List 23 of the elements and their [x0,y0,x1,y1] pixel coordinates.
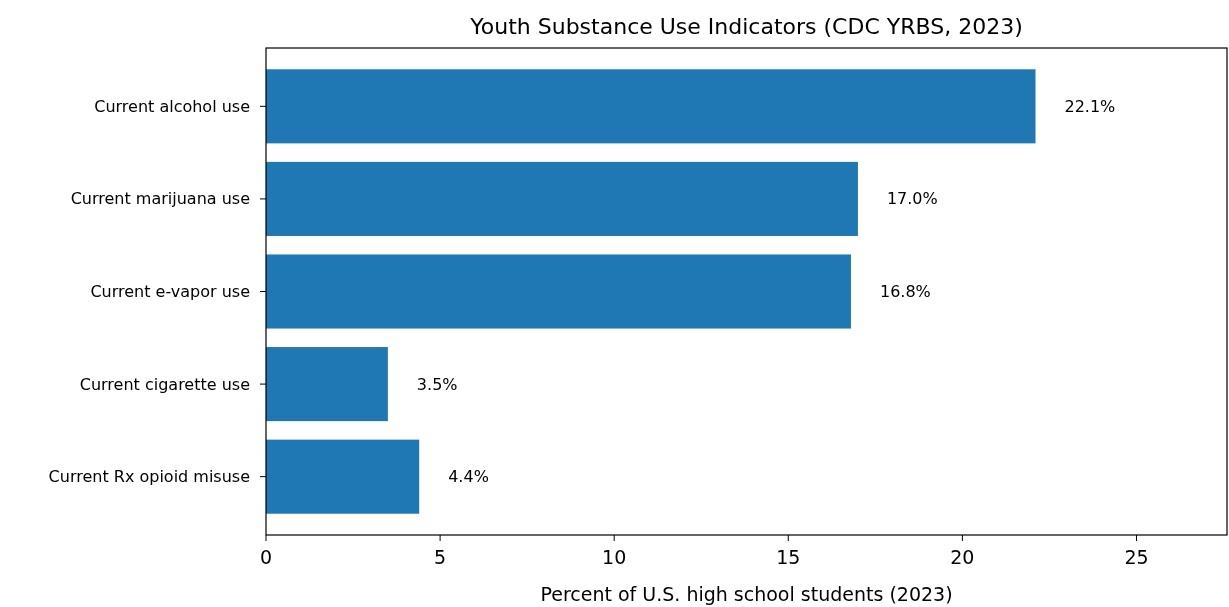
x-axis-title: Percent of U.S. high school students (2023) [540,583,953,605]
chart-title: Youth Substance Use Indicators (CDC YRBS, 2023) [469,14,1023,39]
x-tick-label: 20 [950,546,975,568]
y-tick-label: Current Rx opioid misuse [48,467,250,487]
data-label: 22.1% [1064,96,1116,116]
y-tick-label: Current alcohol use [94,96,250,116]
y-tick-label: Current e-vapor use [90,282,250,301]
bar [266,254,851,329]
data-label: 17.0% [886,189,938,209]
y-tick-label: Current marijuana use [70,189,250,209]
x-tick-label: 25 [1124,546,1149,568]
bar [266,69,1036,144]
data-label: 4.4% [448,467,489,487]
y-tick-label: Current cigarette use [79,374,250,394]
x-tick-label: 10 [602,546,627,568]
data-label: 16.8% [879,282,931,301]
x-tick-label: 0 [259,546,273,568]
bar [266,161,858,236]
bar [266,439,420,514]
bar [266,347,388,422]
data-label: 3.5% [416,374,458,394]
x-tick-label: 15 [776,546,801,568]
x-tick-label: 5 [434,546,447,568]
